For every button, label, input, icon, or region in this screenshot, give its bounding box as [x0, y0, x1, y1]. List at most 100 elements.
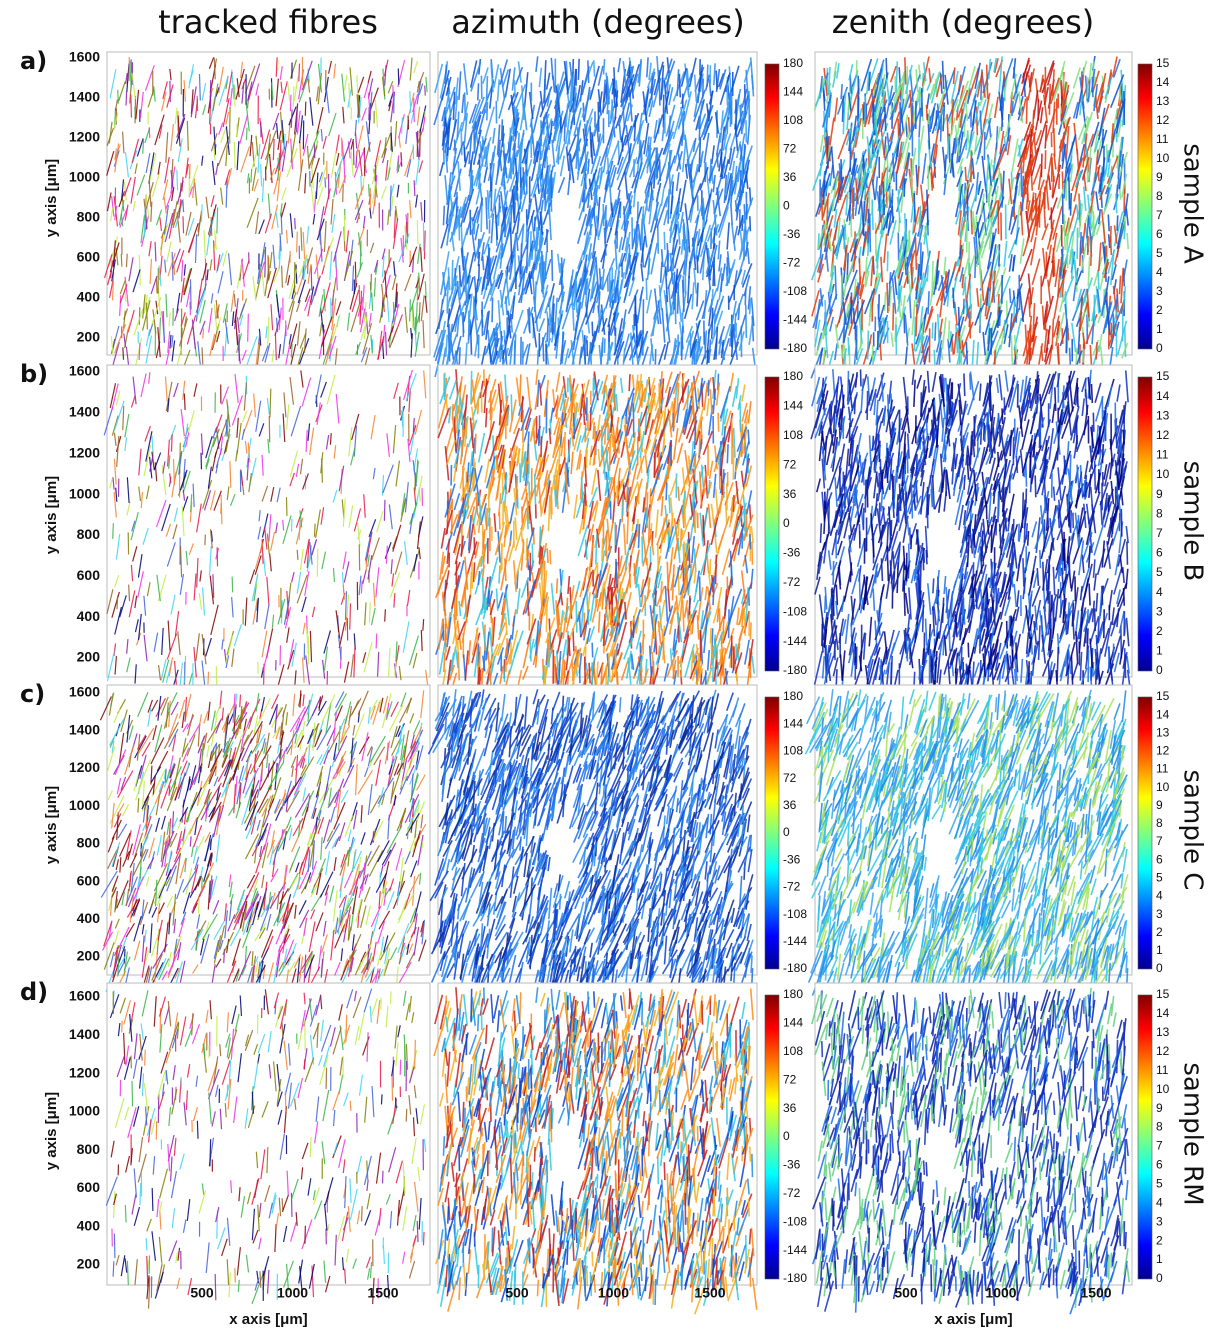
fibre: [410, 299, 411, 321]
fibre: [667, 243, 668, 272]
fibre: [1087, 77, 1088, 98]
fibre: [886, 58, 887, 80]
fibre: [478, 252, 479, 266]
fibre: [210, 80, 211, 108]
fibre: [1066, 180, 1067, 201]
fibre: [343, 184, 344, 202]
colorbar-tick-label: 0: [783, 199, 790, 213]
fibre: [1071, 193, 1072, 216]
fibre: [1062, 328, 1063, 344]
fibre: [325, 177, 326, 187]
fibre: [1093, 211, 1094, 236]
y-axis-title: y axis [μm]: [43, 476, 60, 554]
fibre: [965, 167, 966, 181]
fibre: [355, 262, 356, 287]
fibre: [297, 550, 298, 560]
fibre: [183, 216, 184, 233]
colorbar-tick-label: 9: [1156, 170, 1163, 184]
fibre: [360, 240, 361, 269]
fibre: [248, 314, 249, 342]
fibre: [864, 102, 865, 120]
fibre: [369, 184, 370, 196]
colorbar-tick-label: 180: [783, 56, 803, 70]
fibre: [599, 291, 600, 312]
colorbar-tick-label: 13: [1156, 94, 1170, 108]
fibre: [1119, 276, 1120, 295]
fibre: [201, 204, 202, 222]
fibre: [1108, 214, 1109, 231]
y-tick-label: 1200: [69, 129, 100, 145]
fibre: [885, 292, 886, 311]
colorbar-tick-label: -72: [783, 256, 801, 270]
fibre: [646, 278, 647, 300]
fibre: [402, 117, 403, 133]
fibre: [746, 305, 747, 338]
fibre: [1116, 194, 1117, 214]
fibre: [117, 596, 118, 610]
fibre: [850, 190, 851, 221]
fibre: [268, 255, 269, 280]
fibre: [949, 321, 950, 341]
fibre: [868, 330, 869, 359]
fibre: [443, 206, 444, 226]
fibre: [551, 170, 552, 198]
fibre: [486, 94, 487, 113]
fibre: [291, 110, 292, 128]
fibre: [970, 283, 971, 309]
fibre: [174, 261, 175, 276]
fibre: [398, 68, 399, 84]
fibre: [592, 643, 593, 658]
fibre: [650, 143, 651, 171]
fibre: [1111, 226, 1112, 242]
fibre: [265, 247, 266, 278]
fibre: [322, 458, 323, 482]
sample-label: sample B: [1178, 461, 1208, 582]
colorbar-tick-label: 4: [1156, 265, 1163, 279]
colorbar-tick-label: -36: [783, 227, 801, 241]
colorbar-tick-label: 10: [1156, 151, 1170, 165]
fibre: [538, 350, 539, 366]
fibre: [534, 217, 535, 232]
fibre: [336, 252, 337, 268]
fibre: [712, 289, 713, 305]
fibre: [514, 80, 515, 100]
fibre: [421, 630, 422, 651]
colorbar-tick-label: 12: [1156, 113, 1170, 127]
fibre: [1096, 342, 1097, 360]
fibre: [719, 608, 720, 631]
fibre: [315, 524, 316, 537]
fibre: [492, 297, 493, 322]
fibre: [1021, 166, 1022, 197]
fibre: [578, 59, 579, 80]
fibre: [712, 308, 713, 339]
fibre: [993, 281, 994, 303]
y-tick-label: 1400: [69, 89, 100, 105]
y-tick-label: 600: [77, 249, 101, 265]
fibre: [678, 283, 679, 313]
colorbar-tick-label: 0: [1156, 341, 1163, 355]
y-tick-label: 400: [77, 289, 101, 305]
fibre: [424, 231, 425, 260]
colorbar: [1138, 64, 1152, 349]
fibre: [935, 322, 936, 341]
colorbar-tick-label: -144: [783, 313, 807, 327]
fibre: [550, 186, 551, 200]
fibre: [962, 274, 963, 288]
fibre: [448, 276, 449, 293]
fibre: [360, 306, 361, 325]
colorbar-tick-label: 7: [1156, 208, 1163, 222]
fibre: [550, 550, 551, 564]
fibre: [190, 279, 191, 309]
colorbar-tick-label: 14: [1156, 75, 1170, 89]
fibre: [750, 216, 751, 231]
fibre: [885, 107, 886, 131]
y-tick-label: 800: [77, 209, 101, 225]
fibre: [330, 433, 331, 445]
fibre: [991, 328, 992, 355]
fibre: [821, 187, 822, 220]
fibre: [588, 159, 589, 174]
fibre: [1067, 234, 1068, 269]
column-title: tracked fibres: [158, 3, 378, 41]
fibre: [123, 347, 124, 359]
fibre: [376, 634, 377, 649]
